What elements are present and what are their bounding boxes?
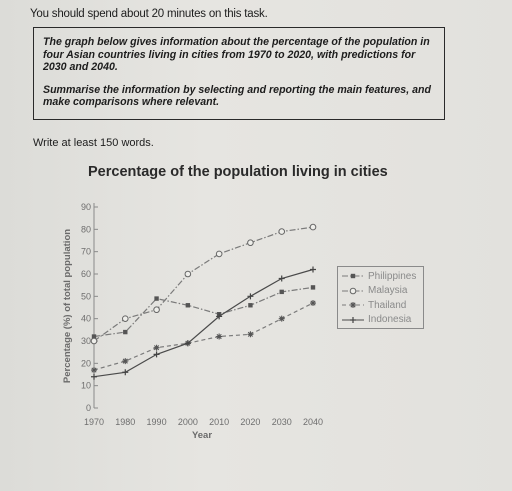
legend-marker [350,316,356,323]
chart-legend: Philippines Malaysia Thailand Indonesia [337,266,424,329]
data-point [310,285,316,290]
data-point [248,303,253,308]
data-point [185,303,191,308]
data-point [278,228,286,235]
data-point [154,296,159,301]
data-point [309,223,317,231]
x-tick-label: 1980 [115,417,135,427]
series-line [93,268,314,378]
series-malaysia [90,223,317,345]
legend-swatch [342,274,364,279]
data-point [91,334,97,339]
data-point [247,331,254,338]
series-line [93,226,314,342]
data-point [216,333,223,340]
y-tick-label: 70 [81,247,91,257]
series-thailand [91,300,316,374]
y-tick-label: 20 [81,358,91,368]
y-tick-label: 60 [81,269,91,279]
data-point [121,315,129,322]
data-point [91,367,97,374]
legend-swatch [342,302,364,309]
legend-marker [350,274,356,279]
legend-marker [349,287,357,295]
data-point [216,313,223,320]
legend-label: Thailand [368,299,407,311]
data-point [310,300,316,307]
x-tick-label: 2000 [178,417,198,427]
legend-swatch [342,316,364,323]
legend-swatch [342,287,364,295]
task-prompt: The graph below gives information about … [43,36,430,73]
x-tick-label: 1970 [84,417,104,427]
x-tick-label: 2040 [303,417,323,427]
data-point [91,373,97,380]
legend-label: Philippines [368,270,417,282]
y-tick-label: 10 [81,381,91,391]
data-point [278,275,285,282]
legend-item-indonesia: Indonesia [341,313,420,328]
word-count-note: Write at least 150 words. [33,137,154,149]
data-point [123,329,128,335]
data-point [90,337,98,345]
series-line [93,302,314,371]
task-box: The graph below gives information about … [33,27,445,120]
data-point [247,293,254,300]
y-tick-label: 30 [81,336,91,346]
time-instruction: You should spend about 20 minutes on thi… [30,8,268,20]
series-indonesia [91,266,316,380]
legend-label: Malaysia [368,285,408,297]
data-point [122,358,129,365]
x-tick-label: 2010 [209,417,229,427]
y-tick-label: 80 [81,224,91,234]
data-point [278,315,285,322]
data-point [122,369,129,376]
data-point [184,340,191,347]
task-directive: Summarise the information by selecting a… [43,83,431,109]
y-axis-title: Percentage (%) of total population [62,229,73,383]
legend-item-thailand: Thailand [341,298,420,313]
x-tick-label: 1990 [147,417,167,427]
x-axis-title: Year [192,430,212,441]
legend-item-malaysia: Malaysia [341,284,420,299]
y-tick-label: 0 [86,403,91,413]
data-point [247,239,254,247]
data-point [153,344,160,351]
data-point [215,250,223,258]
legend-marker [350,302,356,309]
legend-item-philippines: Philippines [341,269,420,284]
chart-title: Percentage of the population living in c… [88,164,388,180]
data-point [153,351,160,358]
x-tick-label: 2020 [240,417,260,427]
y-tick-label: 50 [81,291,91,301]
x-tick-label: 2030 [272,417,292,427]
series-line [93,286,314,338]
y-tick-label: 90 [81,202,91,212]
legend-label: Indonesia [368,314,412,326]
data-point [310,266,316,273]
data-point [279,289,284,295]
series-layer [90,223,317,380]
data-point [184,270,192,278]
data-point [153,306,160,314]
y-tick-label: 40 [81,314,91,324]
series-philippines [91,285,316,339]
